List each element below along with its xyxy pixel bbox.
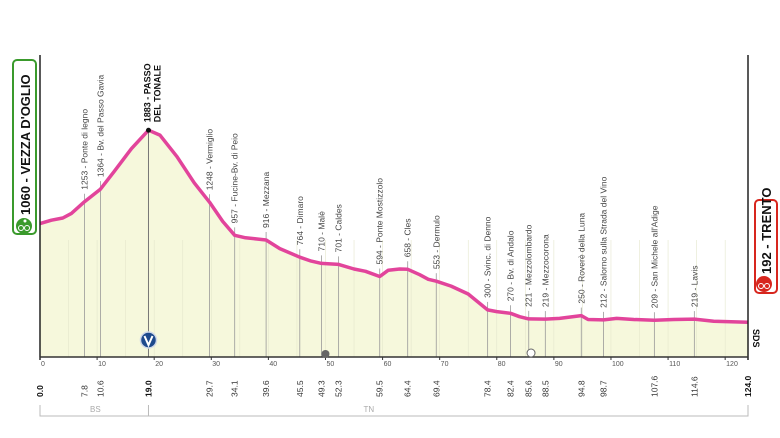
waypoint-label: 212 - Salorno sulla Strada del Vino: [599, 176, 609, 307]
waypoint-label: 270 - Bv. di Andalo: [505, 230, 515, 301]
x-tick-label: 70: [441, 361, 449, 368]
x-tick-label: 60: [384, 361, 392, 368]
x-tick-label: 80: [498, 361, 506, 368]
start-cyclist-icon: [16, 218, 32, 234]
start-box: [12, 59, 37, 235]
region-bracket: [147, 405, 749, 417]
waypoint-label: 300 - Svinc. di Denno: [483, 216, 493, 298]
waypoint-label: 553 - Dermulo: [431, 215, 441, 269]
waypoint-label: 594 - Ponte Mostizzolo: [375, 178, 385, 265]
summit-km-label: 19.0: [143, 380, 153, 397]
waypoint-km-label: 39.6: [261, 380, 271, 397]
waypoint-label: 1253 - Ponte di legno: [80, 109, 90, 190]
x-tick-label: 50: [326, 361, 334, 368]
waypoint-label: 1248 - Vermiglio: [205, 129, 215, 191]
finish-box: [754, 199, 778, 294]
x-tick-label: 20: [155, 361, 163, 368]
x-tick-label: 90: [555, 361, 563, 368]
x-tick-label: 120: [726, 361, 738, 368]
finish-cyclist-icon: [756, 276, 772, 292]
x-tick-label: 30: [212, 361, 220, 368]
profile-line: [39, 128, 749, 324]
side-label: SDS: [751, 329, 761, 348]
profile-fill: [40, 130, 748, 357]
waypoint-km-label: 59.5: [375, 380, 385, 397]
waypoint-km-label: 29.7: [205, 380, 215, 397]
waypoint-label: 1364 - Bv. del Passo Gavia: [96, 74, 106, 177]
waypoint-km-label: 78.4: [483, 380, 493, 397]
waypoint-label: 219 - Mezzocorona: [540, 234, 550, 307]
waypoint-km-label: 52.3: [334, 380, 344, 397]
finish-label: 192 - TRENTO: [759, 188, 774, 274]
waypoint-label: 219 - Lavis: [689, 265, 699, 307]
x-tick-label: 0: [41, 361, 45, 368]
waypoint-label: 957 - Fucine-Bv. di Peio: [230, 133, 240, 223]
summit-label-line1: 1883 - PASSO: [142, 63, 152, 122]
waypoint-label: 209 - San Michele all'Adige: [649, 205, 659, 308]
waypoint-km-label: 98.7: [599, 380, 609, 397]
waypoint-label: 250 - Roverè della Luna: [576, 213, 586, 304]
waypoint-km-label: 69.4: [431, 380, 441, 397]
summit-point: [145, 127, 151, 133]
waypoint-km-label: 7.8: [80, 385, 90, 397]
intermediate-icon: [526, 348, 536, 358]
x-tick-label: 10: [98, 361, 106, 368]
waypoint-km-label: 82.4: [505, 380, 515, 397]
waypoint-label: 658 - Cles: [403, 219, 413, 258]
waypoint-km-label: 114.6: [689, 376, 699, 397]
waypoint-km-label: 94.8: [576, 380, 586, 397]
start-label: 1060 - VEZZA D'OGLIO: [18, 74, 33, 215]
summit-label-line2: DEL TONALE: [152, 65, 162, 122]
waypoint-label: 916 - Mezzana: [261, 171, 271, 227]
waypoint-km-label: 85.6: [524, 380, 534, 397]
x-tick-label: 40: [269, 361, 277, 368]
region-label: BS: [90, 405, 101, 414]
waypoint-label: 764 - Dimaro: [295, 196, 305, 245]
waypoint-km-label: 88.5: [540, 380, 550, 397]
x-tick-label: 110: [669, 361, 680, 368]
waypoint-label: 221 - Mezzolombardo: [524, 224, 534, 306]
x-tick-label: 100: [612, 361, 624, 368]
waypoint-km-label: 34.1: [230, 380, 240, 397]
waypoint-km-label: 10.6: [96, 380, 106, 397]
region-label: TN: [363, 405, 374, 414]
waypoint-km-label: 49.3: [316, 380, 326, 397]
waypoint-label: 701 - Caldes: [334, 204, 344, 252]
waypoint-km-label: 64.4: [403, 380, 413, 397]
sprint-icon: [321, 350, 330, 358]
waypoint-km-label: 45.5: [295, 380, 305, 397]
waypoint-km-label: 107.6: [649, 375, 659, 397]
waypoint-label: 710 - Malè: [316, 211, 326, 251]
finish-km-label: 124.0: [743, 375, 753, 397]
climb-v-icon: [139, 331, 158, 349]
start-km-label: 0.0: [35, 385, 45, 397]
